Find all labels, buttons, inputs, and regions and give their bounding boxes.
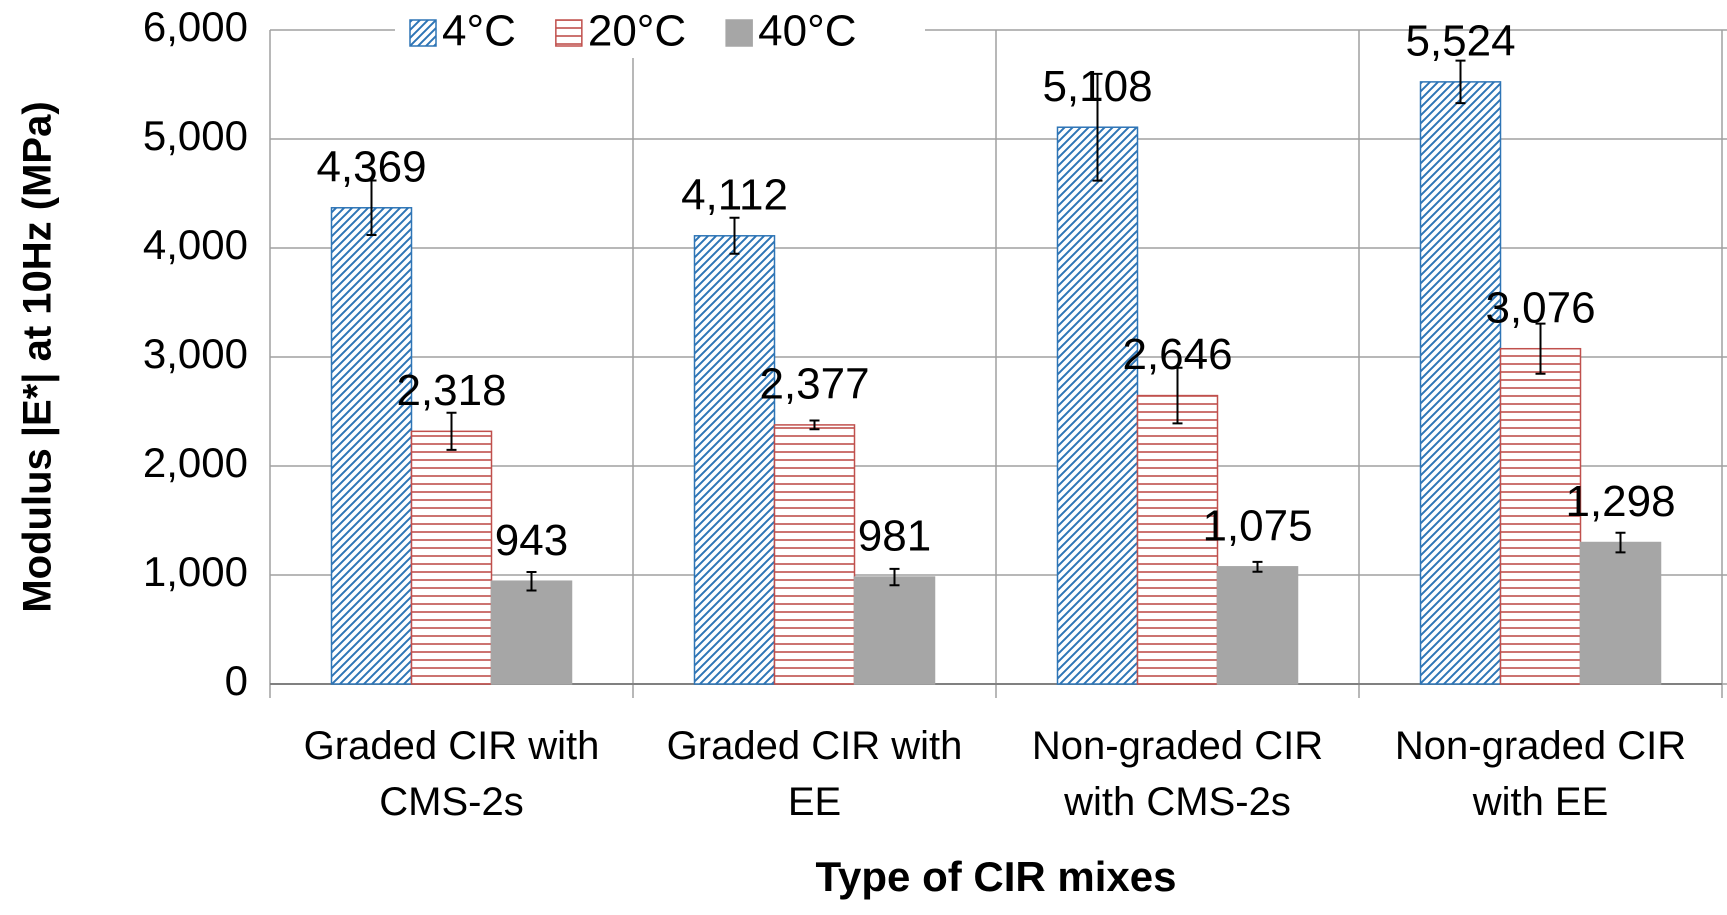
legend-swatch [556, 20, 582, 46]
bar [695, 236, 775, 684]
legend-label: 40°C [758, 7, 856, 56]
y-tick-label: 1,000 [143, 548, 248, 595]
bar [1581, 543, 1661, 684]
value-label: 5,524 [1405, 17, 1515, 66]
x-axis-title: Type of CIR mixes [816, 853, 1177, 900]
y-tick-label: 3,000 [143, 330, 248, 377]
y-axis-title: Modulus |E*| at 10Hz (MPa) [16, 101, 60, 612]
x-tick-label: Non-graded CIR with EE [1366, 718, 1716, 830]
value-label: 2,377 [759, 360, 869, 409]
y-tick-label: 2,000 [143, 439, 248, 486]
bar [492, 581, 572, 684]
bar [855, 577, 935, 684]
x-tick-label: Graded CIR with EE [640, 718, 990, 830]
y-tick-label: 4,000 [143, 221, 248, 268]
x-tick-label: Graded CIR with CMS-2s [277, 718, 627, 830]
legend-label: 4°C [442, 7, 516, 56]
value-label: 2,318 [396, 366, 506, 415]
legend-swatch [410, 20, 436, 46]
bar [1058, 127, 1138, 684]
value-label: 2,646 [1122, 330, 1232, 379]
bar [332, 208, 412, 684]
value-label: 943 [495, 516, 568, 565]
legend-label: 20°C [588, 7, 686, 56]
legend: 4°C 20°C 40°C [395, 4, 925, 58]
value-label: 4,112 [681, 170, 788, 219]
value-label: 1,075 [1202, 501, 1312, 550]
value-label: 3,076 [1485, 283, 1595, 332]
y-tick-label: 6,000 [143, 3, 248, 50]
bar [1218, 567, 1298, 684]
value-label: 981 [858, 512, 931, 561]
x-tick-label: Non-graded CIR with CMS-2s [1003, 718, 1353, 830]
value-label: 4,369 [316, 142, 426, 191]
value-label: 5,108 [1042, 62, 1152, 111]
y-tick-label: 0 [225, 657, 248, 704]
bar [1421, 82, 1501, 684]
bar [412, 431, 492, 684]
page: Modulus |E*| at 10Hz (MPa) Type of CIR m… [0, 0, 1727, 910]
y-tick-label: 5,000 [143, 112, 248, 159]
bar [775, 425, 855, 684]
legend-swatch [726, 20, 752, 46]
value-label: 1,298 [1565, 477, 1675, 526]
